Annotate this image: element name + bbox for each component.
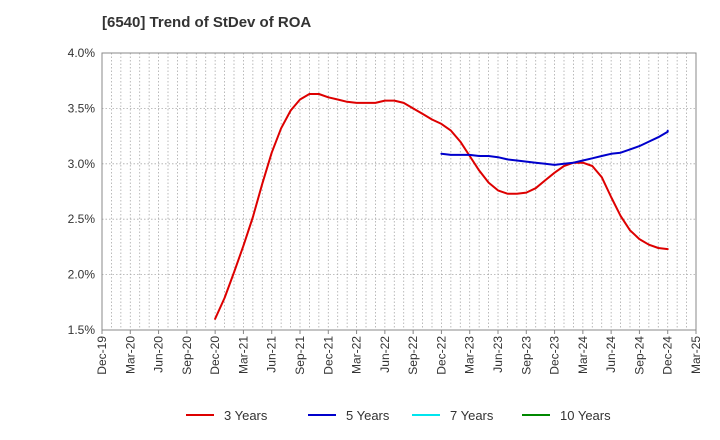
legend-label: 7 Years	[450, 408, 494, 423]
plot-border	[101, 52, 697, 331]
x-tick-label: Sep-24	[632, 336, 646, 375]
plot-background	[102, 53, 696, 330]
x-tick-label: Mar-25	[689, 336, 703, 374]
series-layer	[214, 93, 669, 320]
x-tick-label: Jun-24	[604, 336, 618, 373]
x-tick-label: Jun-20	[152, 336, 166, 373]
axes: 1.5% 2.0% 2.5% 3.0% 3.5% 4.0% Dec-19 Mar-20 Jun-…	[68, 46, 703, 375]
y-tick-label: 2.5%	[68, 212, 96, 226]
x-tick-label: Dec-20	[208, 336, 222, 375]
chart-title: [6540] Trend of StDev of ROA	[102, 14, 312, 31]
x-tick-label: Jun-22	[378, 336, 392, 373]
y-tick-label: 3.0%	[68, 157, 96, 171]
series-line-3-years	[214, 93, 669, 320]
legend: 3 Years 5 Years 7 Years 10 Years	[186, 408, 611, 423]
x-tick-label: Sep-20	[180, 336, 194, 375]
x-tick-label: Mar-21	[236, 336, 250, 374]
x-tick-label: Sep-23	[519, 336, 533, 375]
x-tick-label: Dec-19	[95, 336, 109, 375]
x-tick-label: Mar-23	[463, 336, 477, 374]
x-tick-label: Dec-22	[434, 336, 448, 375]
plot-area	[102, 53, 696, 330]
x-tick-label: Mar-20	[123, 336, 137, 374]
series-line-5-years	[440, 129, 669, 166]
y-tick-label: 4.0%	[68, 46, 96, 60]
legend-label: 10 Years	[560, 408, 611, 423]
x-tick-label: Dec-21	[321, 336, 335, 375]
y-tick-label: 3.5%	[68, 101, 96, 115]
legend-label: 5 Years	[346, 408, 390, 423]
x-tick-label: Dec-24	[661, 336, 675, 375]
y-tick-label: 2.0%	[68, 268, 96, 282]
x-tick-label: Sep-22	[406, 336, 420, 375]
x-tick-label: Jun-23	[491, 336, 505, 373]
x-tick-label: Sep-21	[293, 336, 307, 375]
x-tick-label: Mar-24	[576, 336, 590, 374]
y-tick-label: 1.5%	[68, 323, 96, 337]
x-tick-label: Dec-23	[548, 336, 562, 375]
x-tick-label: Jun-21	[265, 336, 279, 373]
legend-label: 3 Years	[224, 408, 268, 423]
x-tick-label: Mar-22	[350, 336, 364, 374]
